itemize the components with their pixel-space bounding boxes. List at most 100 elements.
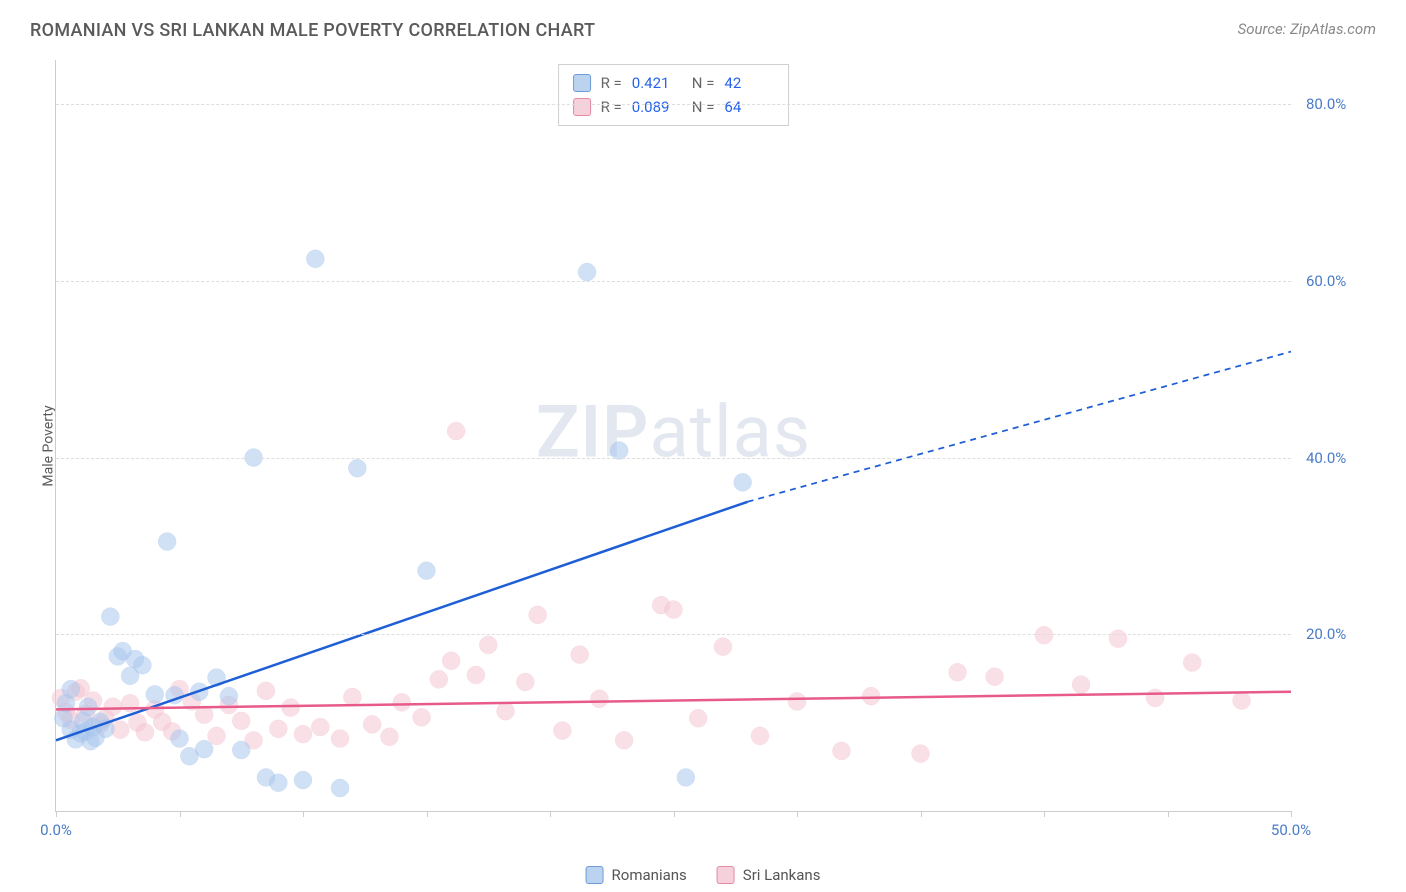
data-point [257,682,275,700]
data-point [1072,676,1090,694]
data-point [788,692,806,710]
series-legend: Romanians Sri Lankans [586,866,821,884]
trend-line-extrapolated [748,352,1291,502]
data-point [665,601,683,619]
source-attribution: Source: ZipAtlas.com [1238,20,1376,38]
series-swatch [573,98,591,116]
data-point [294,725,312,743]
y-tick-label: 40.0% [1306,449,1366,467]
data-point [269,720,287,738]
data-point [516,673,534,691]
data-point [689,709,707,727]
data-point [832,742,850,760]
r-value: 0.421 [632,71,682,95]
data-point [331,730,349,748]
data-point [104,698,122,716]
plot-region: ZIPatlas R =0.421N =42R =0.089N =64 20.0… [55,60,1291,812]
n-value: 64 [724,95,774,119]
y-tick-label: 20.0% [1306,625,1366,643]
grid-line [56,634,1291,635]
x-tick [921,811,922,817]
data-point [294,771,312,789]
data-point [949,663,967,681]
grid-line [56,281,1291,282]
data-point [232,712,250,730]
data-point [986,668,1004,686]
data-point [393,693,411,711]
data-point [62,680,80,698]
data-point [590,690,608,708]
data-point [1146,689,1164,707]
x-tick [674,811,675,817]
data-point [571,646,589,664]
data-point [714,638,732,656]
stats-row: R =0.089N =64 [573,95,775,119]
x-tick [1044,811,1045,817]
data-point [311,718,329,736]
data-point [331,779,349,797]
x-tick [1291,811,1292,817]
data-point [430,670,448,688]
data-point [306,250,324,268]
x-tick [550,811,551,817]
stats-legend: R = 0.421 N = 42R = 0.089 N = 64 [558,64,790,126]
n-label: N = [692,71,715,95]
series-swatch [586,866,604,884]
data-point [363,715,381,733]
chart-title: ROMANIAN VS SRI LANKAN MALE POVERTY CORR… [30,20,595,41]
grid-line [56,104,1291,105]
data-point [269,774,287,792]
y-tick-label: 60.0% [1306,272,1366,290]
data-point [348,459,366,477]
x-tick [303,811,304,817]
data-point [79,698,97,716]
r-value: 0.089 [632,95,682,119]
r-label: R = [601,71,622,95]
data-point [1183,654,1201,672]
scatter-svg [56,60,1291,811]
data-point [208,727,226,745]
data-point [282,699,300,717]
data-point [133,656,151,674]
data-point [467,666,485,684]
data-point [497,702,515,720]
data-point [447,422,465,440]
x-tick-label: 50.0% [1271,821,1311,839]
data-point [553,722,571,740]
data-point [171,730,189,748]
legend-item: Romanians [586,866,687,884]
data-point [413,708,431,726]
x-tick [427,811,428,817]
x-tick [56,811,57,817]
data-point [146,685,164,703]
data-point [734,473,752,491]
y-tick-label: 80.0% [1306,95,1366,113]
data-point [529,606,547,624]
r-label: R = [601,95,622,119]
data-point [136,723,154,741]
data-point [912,745,930,763]
series-swatch [573,74,591,92]
stats-row: R = 0.421 N = 42 [573,71,775,95]
legend-item: Sri Lankans [717,866,821,884]
data-point [677,768,695,786]
x-tick [180,811,181,817]
grid-line [56,458,1291,459]
data-point [479,636,497,654]
data-point [195,740,213,758]
x-tick [1168,811,1169,817]
data-point [1233,692,1251,710]
x-tick [797,811,798,817]
data-point [751,727,769,745]
trend-line [56,692,1291,710]
data-point [615,731,633,749]
data-point [343,688,361,706]
series-name: Sri Lankans [743,866,821,884]
data-point [232,741,250,759]
data-point [158,533,176,551]
data-point [101,608,119,626]
data-point [418,562,436,580]
n-value: 42 [724,71,774,95]
data-point [442,652,460,670]
data-point [578,263,596,281]
